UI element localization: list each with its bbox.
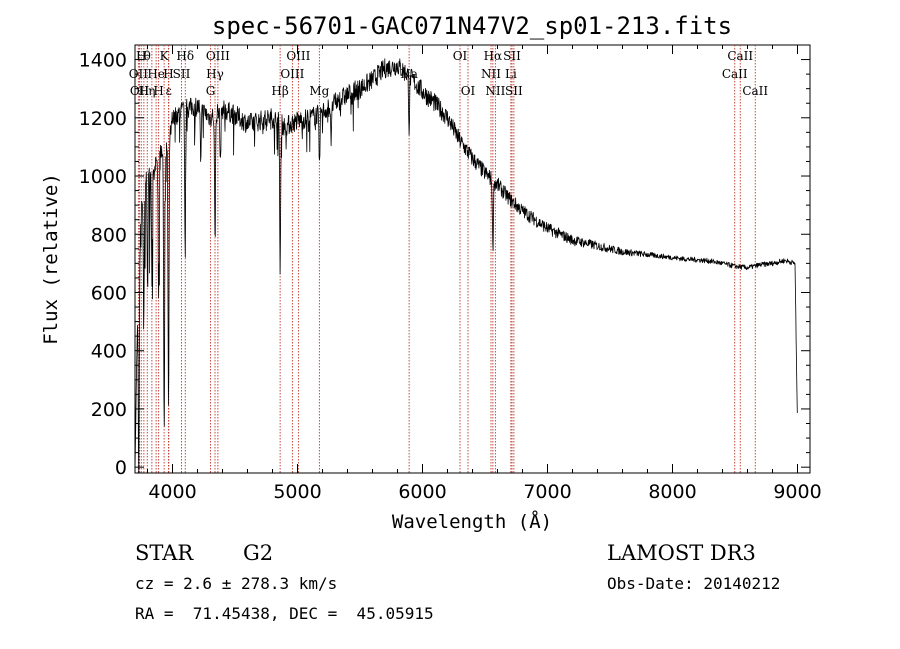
y-tick-label: 800 xyxy=(91,224,127,246)
spectral-line-label: H xyxy=(163,67,173,81)
spectral-line-label: CaII xyxy=(722,67,748,81)
spectral-line-labels: OIIOIIHHθηHeHKHεSIIHδGHγOIIIHβOIIIOIIIMg… xyxy=(129,49,769,98)
plot-frame xyxy=(134,44,811,474)
y-tick-label: 0 xyxy=(115,457,127,479)
spectral-line-label: Mg xyxy=(309,84,329,98)
spectral-line-label: OI xyxy=(453,49,468,63)
survey-name: LAMOST DR3 xyxy=(607,541,756,565)
spectral-line-label: CaII xyxy=(727,49,753,63)
spectral-line-label: SII xyxy=(505,84,523,98)
spectrum-trace xyxy=(134,58,798,474)
spectral-line-label: ε xyxy=(166,84,172,98)
x-axis-ticks: 4000 5000 6000 7000 8000 9000 xyxy=(147,45,822,503)
spectral-line-label: Li xyxy=(505,67,517,81)
spectral-line-label: Hα xyxy=(484,49,503,63)
spectral-line-label: OII xyxy=(130,84,150,98)
spectral-line-label: H xyxy=(136,49,146,63)
spectral-line-label: H xyxy=(153,84,163,98)
y-tick-label: 600 xyxy=(91,282,127,304)
x-tick-label: 6000 xyxy=(398,481,446,503)
spectrum-line xyxy=(134,58,798,474)
x-tick-label: 5000 xyxy=(273,481,321,503)
y-tick-label: 200 xyxy=(91,399,127,421)
spectral-line-label: G xyxy=(206,84,216,98)
x-tick-label: 7000 xyxy=(523,481,571,503)
spectral-line-label: OI xyxy=(461,84,476,98)
spectral-line-label: SII xyxy=(173,67,191,81)
spectral-line-label: CaII xyxy=(742,84,768,98)
y-tick-label: 1000 xyxy=(79,166,127,188)
coordinates-text: RA = 71.45438, DEC = 45.05915 xyxy=(135,604,434,623)
chart-title: spec-56701-GAC071N47V2_sp01-213.fits xyxy=(212,12,732,40)
x-axis-label: Wavelength (Å) xyxy=(392,510,552,533)
object-class: STAR xyxy=(135,541,194,565)
y-axis-label: Flux (relative) xyxy=(40,173,62,345)
spectral-line-label: SII xyxy=(503,49,521,63)
spectral-line-label: K xyxy=(160,49,170,63)
y-tick-label: 400 xyxy=(91,341,127,363)
x-tick-label: 8000 xyxy=(648,481,696,503)
y-axis-ticks: 0 200 400 600 800 1000 1200 1400 xyxy=(79,50,810,479)
spectral-line-label: θ xyxy=(144,49,151,63)
spectral-line-label: He xyxy=(147,67,165,81)
object-subclass: G2 xyxy=(243,541,273,565)
spectral-line-label: Hβ xyxy=(271,84,288,98)
spectral-line-label: H xyxy=(139,84,149,98)
spectral-line-label: η xyxy=(148,84,155,98)
obs-date: Obs-Date: 20140212 xyxy=(607,574,780,593)
spectral-line-label: NII xyxy=(481,67,501,81)
spectral-line-label: NII xyxy=(485,84,505,98)
spectral-line-label: Hγ xyxy=(206,67,224,81)
y-tick-label: 1200 xyxy=(79,108,127,130)
y-tick-label: 1400 xyxy=(79,50,127,72)
x-tick-label: 9000 xyxy=(773,481,821,503)
spectral-line-label: OIII xyxy=(206,49,230,63)
spectral-line-label: OIII xyxy=(286,49,310,63)
redshift-text: cz = 2.6 ± 278.3 km/s xyxy=(135,574,337,593)
spectral-line-label: OIII xyxy=(280,67,304,81)
spectral-line-label: Hδ xyxy=(176,49,194,63)
x-tick-label: 4000 xyxy=(148,481,196,503)
